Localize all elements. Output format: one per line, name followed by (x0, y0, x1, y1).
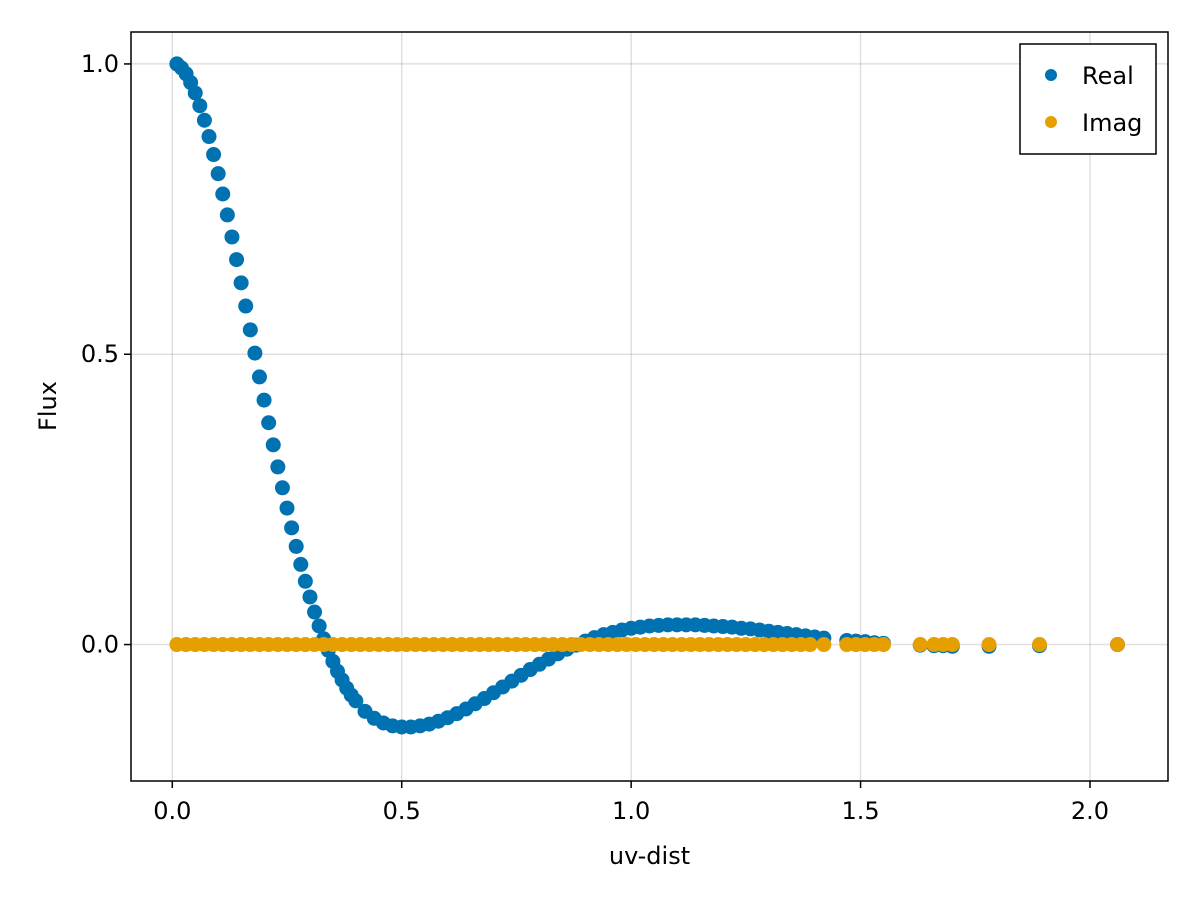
data-point-real (238, 298, 254, 314)
data-point-real (311, 618, 327, 634)
series-real (169, 56, 1126, 735)
data-point-imag (981, 637, 997, 653)
data-point-real (302, 589, 318, 605)
data-point-real (307, 604, 323, 620)
data-point-real (229, 252, 245, 268)
x-axis-label: uv-dist (609, 842, 690, 870)
x-tick-label: 2.0 (1071, 797, 1109, 825)
data-point-imag (1032, 637, 1048, 653)
data-point-imag (816, 637, 832, 653)
data-point-imag (1110, 637, 1126, 653)
data-point-real (279, 500, 295, 516)
x-tick-label: 0.0 (153, 797, 191, 825)
legend: Real Imag (1019, 43, 1157, 155)
y-tick-label: 1.0 (81, 50, 119, 78)
data-point-real (284, 520, 300, 536)
data-point-real (247, 345, 263, 361)
data-point-real (270, 459, 286, 475)
y-axis-label: Flux (34, 381, 62, 431)
data-point-real (261, 415, 277, 431)
legend-marker-imag (1045, 116, 1057, 128)
data-point-real (233, 275, 249, 291)
data-point-real (265, 437, 281, 453)
data-point-imag (802, 637, 818, 653)
data-point-real (348, 693, 364, 709)
legend-label-imag: Imag (1082, 109, 1142, 137)
y-tick-label: 0.5 (81, 340, 119, 368)
data-point-real (215, 186, 231, 202)
data-point-real (187, 85, 203, 101)
x-tick-label: 0.5 (383, 797, 421, 825)
legend-marker-real (1045, 69, 1057, 81)
data-point-imag (944, 637, 960, 653)
legend-box (1019, 43, 1157, 155)
data-point-real (297, 573, 313, 589)
data-point-imag (912, 637, 928, 653)
data-point-imag (876, 637, 892, 653)
data-point-real (288, 538, 304, 554)
data-layer (169, 56, 1126, 735)
data-point-real (196, 112, 212, 128)
data-point-real (224, 229, 240, 245)
data-point-real (251, 369, 267, 385)
data-point-real (201, 129, 217, 145)
x-tick-label: 1.5 (841, 797, 879, 825)
data-point-real (219, 207, 235, 223)
data-point-real (293, 556, 309, 572)
data-point-real (192, 98, 208, 114)
data-point-real (256, 392, 272, 408)
y-tick-label: 0.0 (81, 631, 119, 659)
x-tick-label: 1.0 (612, 797, 650, 825)
data-point-real (242, 322, 258, 338)
series-imag (169, 637, 1126, 653)
data-point-real (274, 480, 290, 496)
grid-lines (131, 32, 1168, 781)
plot-frame (130, 31, 1169, 782)
data-point-real (206, 147, 222, 163)
data-point-real (210, 166, 226, 182)
axis-ticks: 0.0 0.5 1.0 1.5 2.0 0.0 0.5 1.0 (81, 50, 1109, 825)
legend-label-real: Real (1082, 62, 1134, 90)
